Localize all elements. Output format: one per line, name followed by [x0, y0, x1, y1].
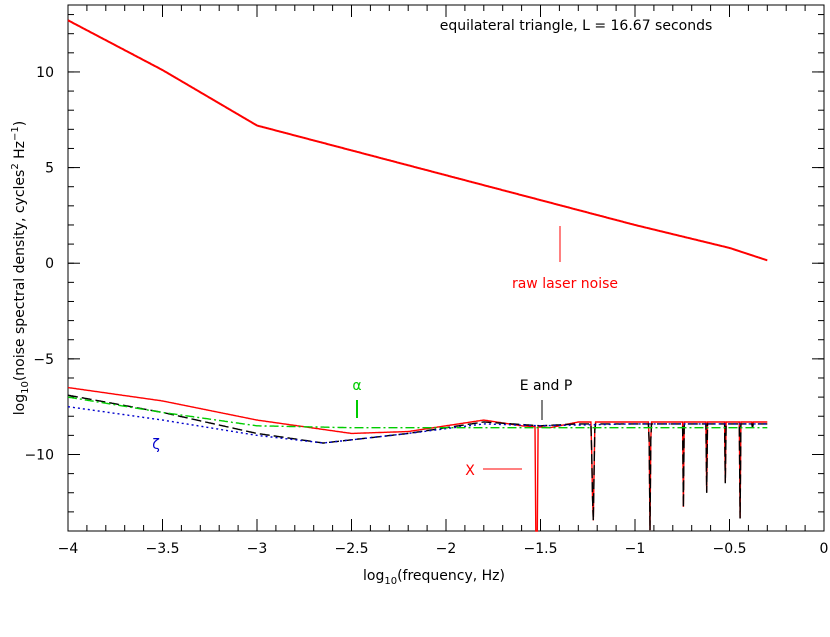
y-tick-label: −10 [24, 447, 54, 463]
e-and-p-label: E and P [520, 378, 573, 394]
series-layer [67, 19, 768, 532]
raw-laser-noise-label: raw laser noise [512, 276, 618, 292]
series-line-0 [67, 19, 768, 262]
series-line-2 [67, 394, 768, 531]
x-tick-label: −3 [247, 541, 268, 557]
y-tick-label: 5 [45, 161, 54, 177]
series-line-4 [67, 396, 768, 429]
y-tick-label: 0 [45, 256, 54, 272]
x-tick-label: −2 [436, 541, 457, 557]
zeta-label: ζ [152, 437, 160, 453]
x-tick-label: −3.5 [146, 541, 180, 557]
x-tick-label: 0 [820, 541, 829, 557]
x-tick-label: −2.5 [335, 541, 369, 557]
alpha-label: α [352, 378, 361, 394]
x-series-label: X [465, 463, 475, 479]
y-axis-label: log10(noise spectral density, cycles2 Hz… [10, 121, 31, 416]
x-tick-label: −4 [58, 541, 79, 557]
x-tick-label: −1 [625, 541, 646, 557]
y-tick-label: 10 [36, 65, 54, 81]
y-tick-label: −5 [33, 352, 54, 368]
x-axis-ticks: −4 −3.5 −3 −2.5 −2 −1.5 −1 −0.5 0 [58, 5, 829, 557]
x-tick-label: −0.5 [713, 541, 747, 557]
chart-title: equilateral triangle, L = 16.67 seconds [440, 18, 713, 34]
x-axis-label: log10(frequency, Hz) [363, 568, 505, 587]
y-axis-ticks: −10 −5 0 5 10 [24, 14, 824, 532]
x-tick-label: −1.5 [524, 541, 558, 557]
